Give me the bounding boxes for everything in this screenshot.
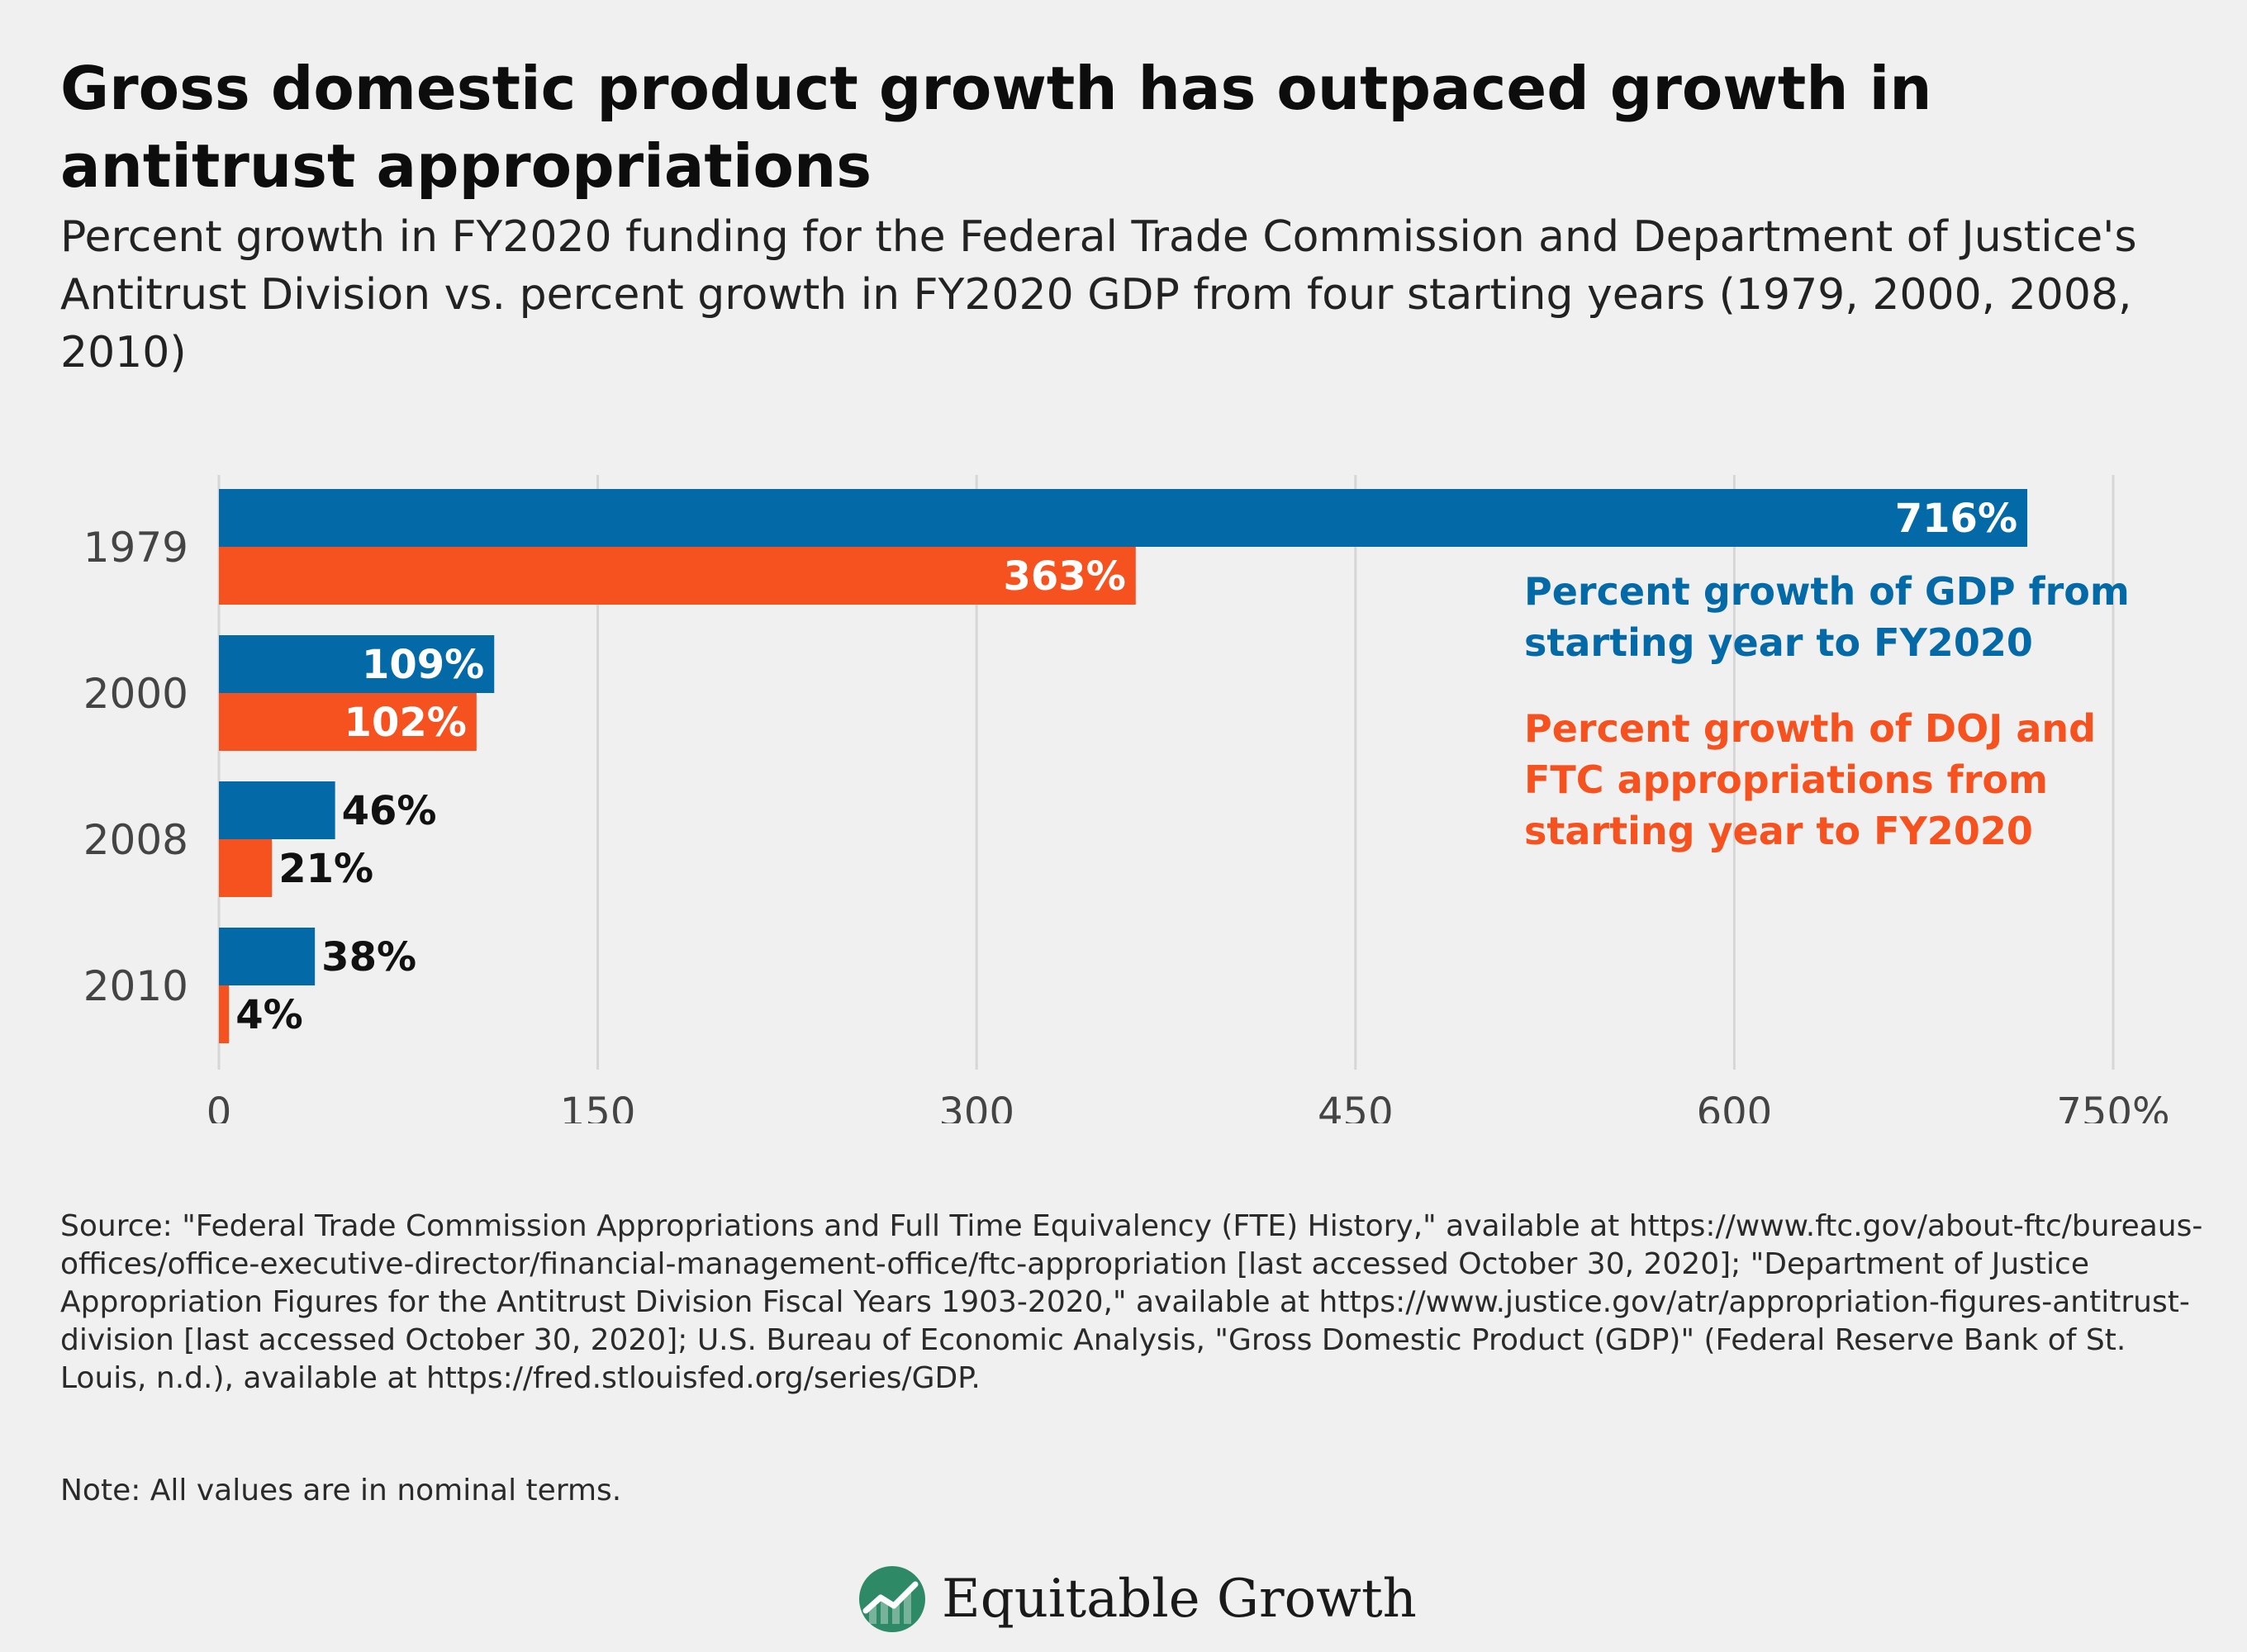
- data-label: 102%: [344, 700, 467, 746]
- category-label: 2000: [83, 670, 188, 718]
- bar: [219, 547, 1136, 605]
- legend-entry: starting year to FY2020: [1524, 620, 2033, 665]
- bar-chart: 0 150 300 450 600 750% 1979 716% 363% 2000 109% 102…: [83, 475, 2170, 1123]
- data-label: 109%: [362, 642, 484, 688]
- chart-title: Gross domestic product growth has outpac…: [60, 54, 1932, 201]
- x-tick-label: 0: [207, 1089, 232, 1123]
- data-label: 363%: [1004, 553, 1126, 600]
- data-label: 21%: [278, 846, 373, 892]
- bar: [219, 635, 495, 693]
- data-label: 4%: [235, 992, 303, 1038]
- chart-subtitle: Percent growth in FY2020 funding for the…: [60, 212, 2137, 377]
- bar: [219, 489, 2028, 547]
- bar: [219, 693, 477, 751]
- x-tick-label: 450: [1318, 1089, 1394, 1123]
- legend-entry: Percent growth of DOJ and: [1524, 706, 2096, 751]
- values-note: Note: All values are in nominal terms.: [60, 1474, 622, 1507]
- data-label: 716%: [1895, 496, 2017, 542]
- data-label: 46%: [342, 788, 437, 834]
- brand-logo: Equitable Growth: [857, 1558, 1417, 1640]
- bar: [219, 985, 230, 1043]
- source-note: Source: "Federal Trade Commission Approp…: [60, 1209, 2203, 1395]
- category-label: 2010: [83, 962, 188, 1010]
- category-label: 2008: [83, 816, 188, 864]
- legend-entry: starting year to FY2020: [1524, 809, 2033, 853]
- x-tick-label: 600: [1697, 1089, 1773, 1123]
- legend-entry: FTC appropriations from: [1524, 757, 2048, 802]
- x-tick-label: 750%: [2056, 1089, 2169, 1123]
- equitable-growth-logo-icon: [859, 1566, 925, 1632]
- legend-entry: Percent growth of GDP from: [1524, 569, 2130, 614]
- bar: [219, 839, 273, 897]
- category-label: 1979: [83, 524, 188, 572]
- data-label: 38%: [321, 934, 416, 980]
- x-tick-label: 150: [560, 1089, 636, 1123]
- bar: [219, 928, 316, 985]
- bar: [219, 781, 335, 839]
- x-tick-label: 300: [938, 1089, 1014, 1123]
- brand-name: Equitable Growth: [942, 1569, 1417, 1630]
